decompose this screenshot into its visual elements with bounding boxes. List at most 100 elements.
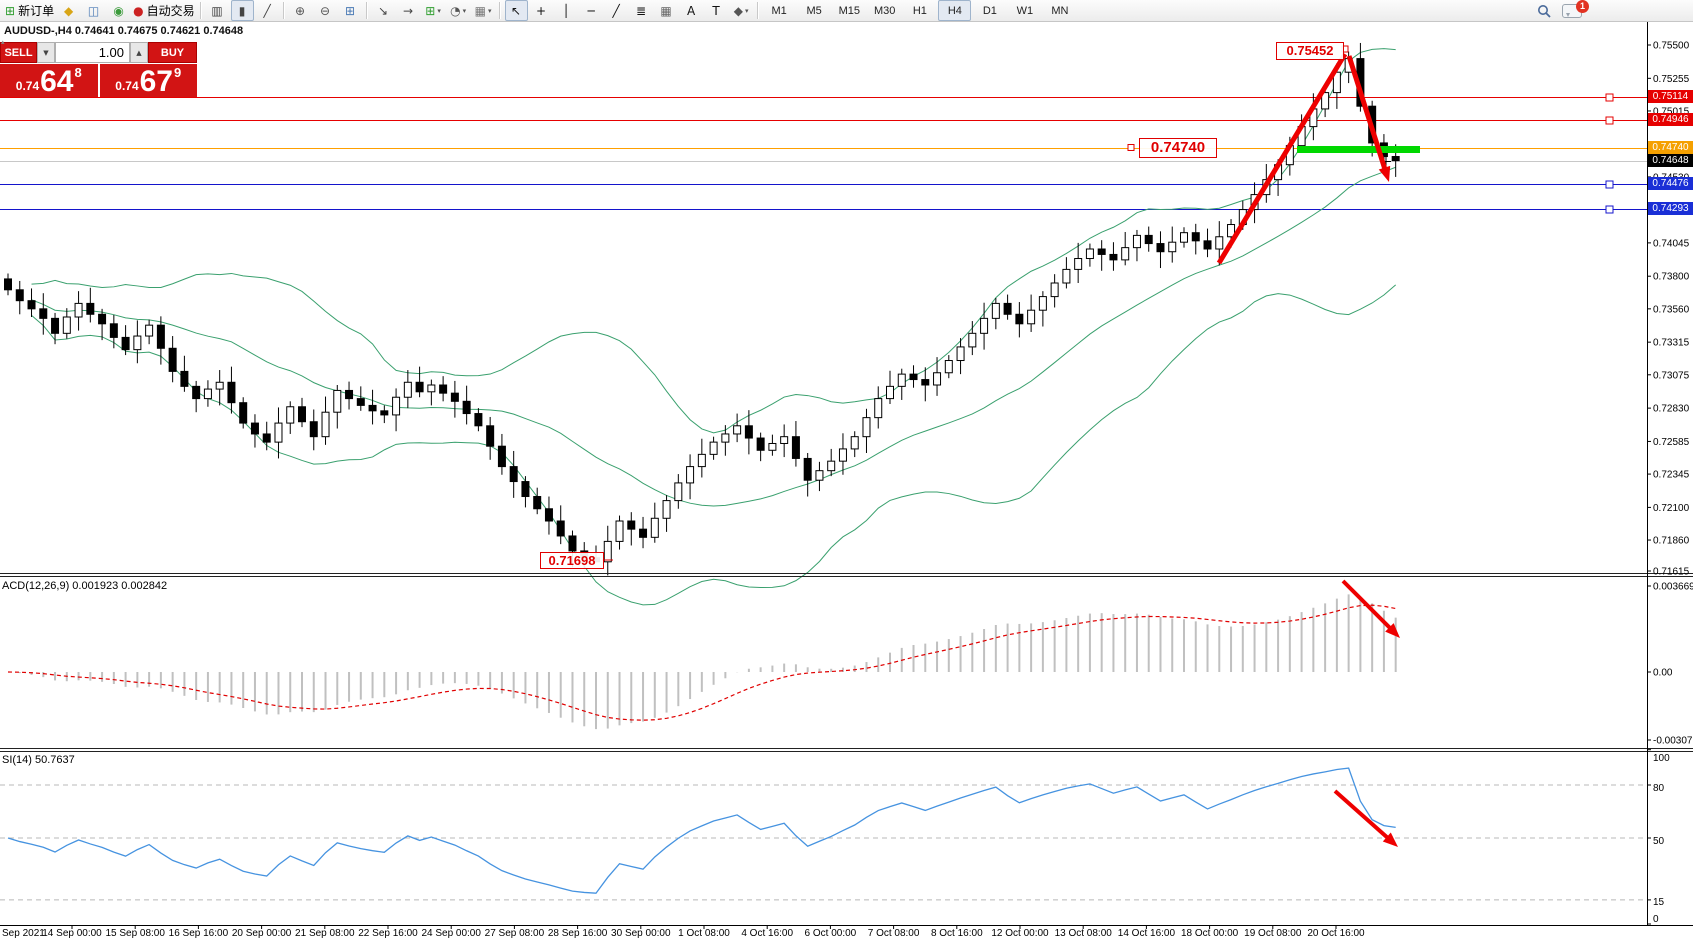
candle-body <box>509 466 518 483</box>
cursor-icon[interactable]: ↖ <box>504 0 528 21</box>
rsi-indicator-label: SI(14) 50.7637 <box>2 754 75 766</box>
candle-body <box>27 300 36 310</box>
styler-icon[interactable]: ◆ <box>57 0 80 21</box>
timeframe-m30[interactable]: M30 <box>873 4 896 17</box>
toolbar-right-cluster: 1 <box>1537 0 1589 22</box>
volume-decrease-stepper[interactable]: ▼ <box>37 42 55 63</box>
auto-scroll-icon[interactable]: ↘ <box>372 0 395 21</box>
add-indicator-icon[interactable]: ⊞ ▾ <box>422 0 445 21</box>
search-icon[interactable] <box>1537 4 1552 19</box>
volume-input[interactable]: 1.00 <box>55 42 130 63</box>
timeframe-h1[interactable]: H1 <box>912 4 927 17</box>
buy-price-prefix: 0.74 <box>115 79 139 93</box>
candle-body <box>533 496 542 510</box>
callout-anchor-handle[interactable] <box>1127 144 1135 151</box>
panel-collapse-icon[interactable]: ▴ <box>1 38 5 46</box>
candle-body <box>874 398 883 419</box>
candle-body <box>62 316 71 334</box>
data-window-icon: ◉ <box>113 3 124 18</box>
fibonacci-grid-icon[interactable]: ▦ <box>655 0 678 21</box>
price-callout-high[interactable]: 0.75452 <box>1276 42 1344 60</box>
text-icon[interactable]: A <box>680 0 703 21</box>
level-lines[interactable] <box>0 93 1647 214</box>
market-watch-icon[interactable]: ◫ <box>82 0 105 21</box>
time-axis-label: 18 Oct 00:00 <box>1181 928 1239 939</box>
bollinger-lower-band <box>31 284 1397 606</box>
line-handle[interactable] <box>1605 93 1614 102</box>
timeframe-m1[interactable]: M1 <box>771 4 787 17</box>
buy-button[interactable]: BUY <box>148 42 197 63</box>
period-icon[interactable]: ◔ ▾ <box>447 0 470 21</box>
trend-up-arrow[interactable] <box>1216 52 1348 265</box>
vertical-line-icon[interactable]: │ <box>555 0 578 21</box>
trend-down-arrow[interactable] <box>1346 55 1389 174</box>
candle-body <box>521 481 530 498</box>
notifications-icon[interactable]: 1 <box>1562 0 1589 18</box>
crosshair-icon[interactable]: + <box>530 0 553 21</box>
bar-chart-icon[interactable]: ▥ <box>206 0 229 21</box>
toolbar-separator <box>498 2 501 19</box>
rsi-down-arrow[interactable] <box>1333 789 1392 842</box>
price-callout-level[interactable]: 0.74740 <box>1139 138 1217 158</box>
candle-body <box>850 436 859 450</box>
zoom-out-icon[interactable]: ⊖ <box>314 0 337 21</box>
trendline-icon[interactable]: ╱ <box>605 0 628 21</box>
timeframe-h4[interactable]: H4 <box>938 0 972 21</box>
candle-body <box>474 413 483 427</box>
timeframe-d1[interactable]: D1 <box>982 4 997 17</box>
new-order-button[interactable]: ⊞ 新订单 <box>4 0 55 21</box>
candle-body <box>1321 92 1330 110</box>
volume-increase-stepper[interactable]: ▲ <box>130 42 148 63</box>
fibonacci-icon[interactable]: ≣ <box>630 0 653 21</box>
chart-shift-icon[interactable]: → <box>397 0 420 21</box>
timeframe-w1[interactable]: W1 <box>1016 4 1034 17</box>
auto-trading-button: ● <box>133 3 144 18</box>
candle-body <box>627 520 636 530</box>
horizontal-line-icon[interactable]: ─ <box>580 0 603 21</box>
shapes-icon[interactable]: ◆ ▾ <box>730 0 753 21</box>
time-axis-label: 14 Oct 16:00 <box>1118 928 1176 939</box>
auto-trading-button[interactable]: ● 自动交易 <box>132 0 196 21</box>
time-axis-label: 22 Sep 16:00 <box>358 928 418 939</box>
sell-price-tile[interactable]: 0.74 64 8 <box>0 64 98 97</box>
template-icon[interactable]: ▦ ▾ <box>472 0 495 21</box>
support-zone-bar[interactable] <box>1297 146 1420 153</box>
trend-down-arrow-head <box>1378 165 1391 182</box>
text-label-icon[interactable]: T <box>705 0 728 21</box>
timeframe-mn[interactable]: MN <box>1051 4 1069 17</box>
candle-body <box>909 373 918 381</box>
macd-down-arrow[interactable] <box>1341 579 1395 633</box>
time-axis-label: 27 Sep 08:00 <box>485 928 545 939</box>
add-indicator-icon: ⊞ <box>425 3 436 18</box>
timeframe-m5[interactable]: M5 <box>806 4 822 17</box>
time-axis-label: 13 Oct 08:00 <box>1055 928 1113 939</box>
time-axis-label: 12 Oct 00:00 <box>991 928 1049 939</box>
tile-windows-icon[interactable]: ⊞ <box>339 0 362 21</box>
candle-body <box>1132 234 1141 249</box>
line-handle[interactable] <box>1605 180 1614 189</box>
line-chart-icon[interactable]: ╱ <box>256 0 279 21</box>
sell-button[interactable]: SELL <box>0 42 37 63</box>
buy-price-tile[interactable]: 0.74 67 9 <box>99 64 197 97</box>
candlestick-chart-icon[interactable]: ▮ <box>230 0 254 21</box>
price-callout-low[interactable]: 0.71698 <box>540 552 604 569</box>
trend-arrows[interactable] <box>602 45 1400 847</box>
candle-body <box>392 396 401 416</box>
price-level-badge: 0.75114 <box>1648 90 1693 103</box>
candle-body <box>109 323 118 338</box>
data-window-icon[interactable]: ◉ <box>107 0 130 21</box>
candle-body <box>450 392 459 402</box>
candle-body <box>921 379 930 386</box>
line-handle[interactable] <box>1605 116 1614 125</box>
rsi-tick-label: 100 <box>1653 753 1670 764</box>
zoom-in-icon: ⊕ <box>295 3 306 18</box>
line-handle[interactable] <box>1605 205 1614 214</box>
template-icon: ▦ <box>474 3 486 18</box>
chevron-down-icon: ▾ <box>744 6 749 15</box>
candle-body <box>298 406 306 423</box>
timeframe-m15[interactable]: M15 <box>838 4 860 17</box>
candle-body <box>15 289 24 302</box>
zoom-in-icon[interactable]: ⊕ <box>289 0 312 21</box>
